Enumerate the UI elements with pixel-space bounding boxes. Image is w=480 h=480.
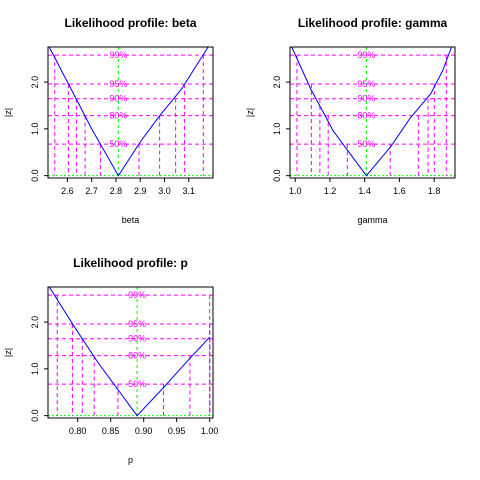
x-tick-label: 1.00 bbox=[201, 426, 219, 436]
x-tick-label: 1.6 bbox=[393, 186, 406, 196]
x-tick-label: 1.0 bbox=[289, 186, 302, 196]
y-tick-label: 0.0 bbox=[30, 409, 40, 422]
x-tick-label: 0.95 bbox=[168, 426, 186, 436]
plot-frame bbox=[47, 286, 214, 419]
chart-panel-2: Likelihood profile: gamma 99% 95% 90% 80% 50%… bbox=[245, 16, 456, 225]
chart-title: Likelihood profile: gamma bbox=[298, 16, 448, 30]
x-axis-label: beta bbox=[122, 215, 140, 225]
x-tick-label: 2.7 bbox=[85, 186, 98, 196]
level-label: 50% bbox=[128, 379, 146, 389]
level-label: 95% bbox=[357, 79, 375, 89]
x-tick-label: 1.4 bbox=[358, 186, 371, 196]
x-tick-label: 2.6 bbox=[61, 186, 74, 196]
level-label: 90% bbox=[109, 94, 127, 104]
x-tick-label: 2.9 bbox=[134, 186, 147, 196]
x-tick-label: 2.8 bbox=[110, 186, 123, 196]
level-label: 90% bbox=[357, 94, 375, 104]
y-tick-label: 1.0 bbox=[30, 363, 40, 376]
x-axis-label: gamma bbox=[357, 215, 387, 225]
x-tick-label: 0.85 bbox=[102, 426, 120, 436]
level-label: 80% bbox=[357, 111, 375, 121]
chart-title: Likelihood profile: p bbox=[73, 256, 188, 270]
x-tick-label: 0.80 bbox=[69, 426, 87, 436]
level-label: 99% bbox=[128, 290, 146, 300]
x-tick-label: 1.2 bbox=[324, 186, 337, 196]
y-tick-label: 2.0 bbox=[272, 76, 282, 89]
chart-panel-3: Likelihood profile: p 99% 95% 90% 80% 50% 0.80… bbox=[3, 256, 218, 465]
level-label: 95% bbox=[128, 319, 146, 329]
level-label: 80% bbox=[109, 111, 127, 121]
level-label: 50% bbox=[109, 139, 127, 149]
level-label: 90% bbox=[128, 334, 146, 344]
y-axis-label: |z| bbox=[245, 108, 255, 117]
y-tick-label: 0.0 bbox=[30, 169, 40, 182]
level-label: 50% bbox=[357, 139, 375, 149]
x-tick-label: 0.90 bbox=[135, 426, 153, 436]
y-tick-label: 1.0 bbox=[30, 123, 40, 136]
level-label: 80% bbox=[128, 351, 146, 361]
x-tick-label: 1.8 bbox=[428, 186, 441, 196]
x-axis-label: p bbox=[128, 455, 133, 465]
profile-curve bbox=[48, 286, 211, 417]
profile-curve bbox=[291, 46, 452, 177]
x-tick-label: 3.1 bbox=[182, 186, 195, 196]
chart-panel-1: Likelihood profile: beta 99% 95% 90% 80% 50% 2… bbox=[3, 16, 214, 225]
y-axis-label: |z| bbox=[3, 108, 13, 117]
plot-frame bbox=[289, 46, 456, 179]
y-tick-label: 2.0 bbox=[30, 316, 40, 329]
y-axis-label: |z| bbox=[3, 348, 13, 357]
y-tick-label: 0.0 bbox=[272, 169, 282, 182]
x-tick-label: 3.0 bbox=[158, 186, 171, 196]
level-label: 95% bbox=[109, 79, 127, 89]
chart-title: Likelihood profile: beta bbox=[64, 16, 196, 30]
level-label: 99% bbox=[109, 50, 127, 60]
y-tick-label: 1.0 bbox=[272, 123, 282, 136]
profile-curve bbox=[48, 46, 209, 177]
plot-frame bbox=[47, 46, 214, 179]
level-label: 99% bbox=[357, 50, 375, 60]
y-tick-label: 2.0 bbox=[30, 76, 40, 89]
